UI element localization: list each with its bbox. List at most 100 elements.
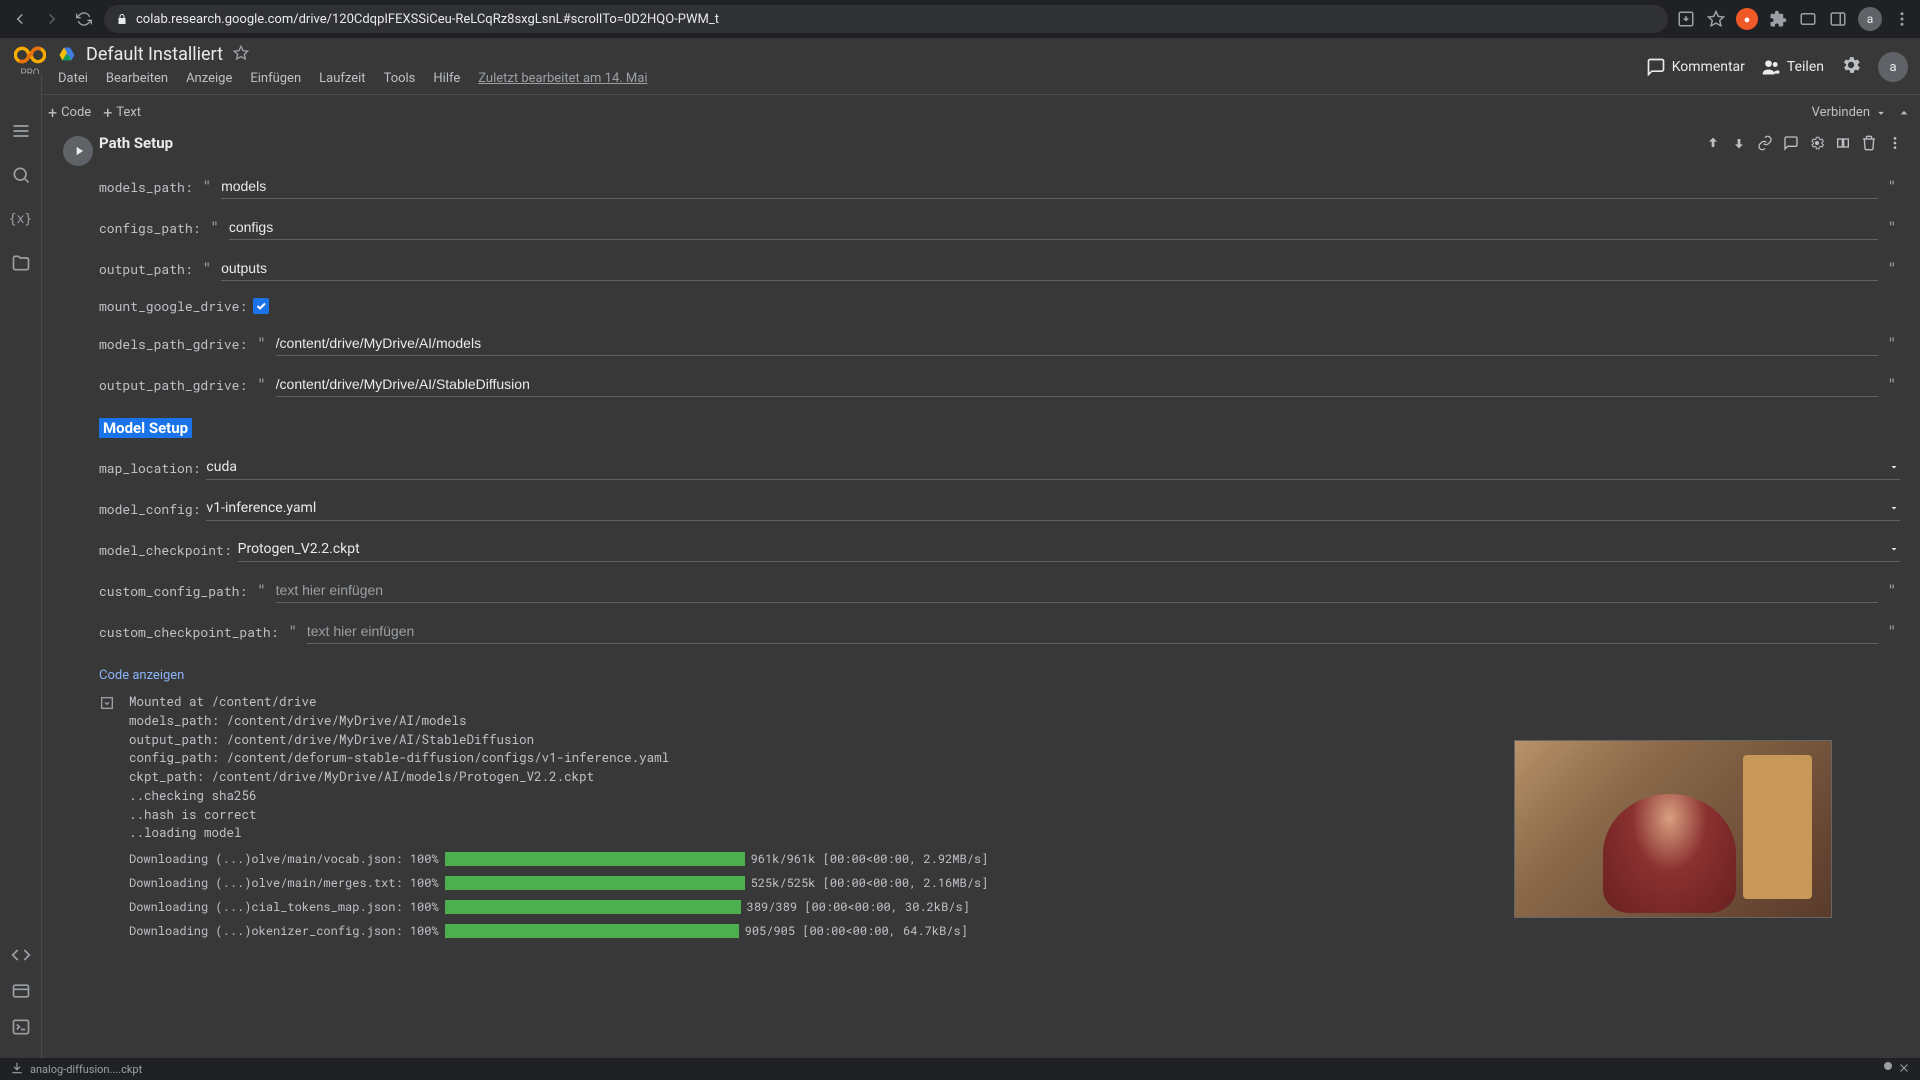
people-icon — [1761, 57, 1781, 77]
status-bar: analog-diffusion....ckpt — [0, 1058, 1920, 1080]
model-config-select[interactable]: v1-inference.yaml — [206, 496, 1900, 521]
field-custom-checkpoint: custom_checkpoint_path: " " — [99, 611, 1900, 652]
output-collapse-icon[interactable] — [99, 695, 115, 715]
download-file-name[interactable]: analog-diffusion....ckpt — [30, 1063, 142, 1076]
add-code-button[interactable]: +Code — [48, 103, 91, 122]
download-progress-bar — [445, 900, 741, 914]
more-icon[interactable] — [1886, 134, 1904, 152]
comment-button[interactable]: Kommentar — [1646, 57, 1745, 77]
chevron-down-icon — [1888, 461, 1900, 473]
download-info: 961k/961k [00:00<00:00, 2.92MB/s] — [751, 851, 989, 867]
share-label: Teilen — [1787, 59, 1824, 75]
cell-toolbar — [1704, 134, 1904, 152]
mirror-icon[interactable] — [1834, 134, 1852, 152]
run-cell-button[interactable] — [63, 136, 93, 166]
menu-tools[interactable]: Tools — [384, 71, 416, 86]
browser-url-bar[interactable]: colab.research.google.com/drive/120CdqpI… — [104, 5, 1668, 33]
field-models-path-gdrive: models_path_gdrive: " " — [99, 323, 1900, 364]
menu-edit[interactable]: Bearbeiten — [106, 71, 168, 86]
add-text-button[interactable]: +Text — [103, 103, 141, 122]
user-avatar[interactable]: a — [1878, 52, 1908, 82]
download-info: 905/905 [00:00<00:00, 64.7kB/s] — [745, 923, 968, 939]
menu-insert[interactable]: Einfügen — [250, 71, 301, 86]
command-palette-icon[interactable] — [10, 980, 32, 1002]
field-custom-config: custom_config_path: " " — [99, 570, 1900, 611]
browser-back-button[interactable] — [8, 7, 32, 31]
field-model-checkpoint: model_checkpoint: Protogen_V2.2.ckpt — [99, 529, 1900, 570]
tab-icon[interactable] — [1798, 9, 1818, 29]
browser-bar: colab.research.google.com/drive/120CdqpI… — [0, 0, 1920, 38]
field-output-path: output_path: " " — [99, 248, 1900, 289]
sidepanel-icon[interactable] — [1828, 9, 1848, 29]
install-icon[interactable] — [1676, 9, 1696, 29]
output-line: Mounted at /content/drive — [129, 693, 1920, 712]
code-snippets-icon[interactable] — [10, 944, 32, 966]
configs-path-input[interactable] — [229, 215, 1878, 240]
search-icon[interactable] — [10, 164, 32, 186]
browser-reload-button[interactable] — [72, 7, 96, 31]
download-label: Downloading (...)okenizer_config.json: 1… — [129, 923, 439, 939]
map-location-select[interactable]: cuda — [206, 455, 1900, 480]
menu-view[interactable]: Anzeige — [186, 71, 232, 86]
chevron-down-icon — [1888, 543, 1900, 555]
menu-help[interactable]: Hilfe — [433, 71, 460, 86]
bookmark-star-icon[interactable] — [1706, 9, 1726, 29]
comment-label: Kommentar — [1672, 59, 1745, 75]
status-dot — [1884, 1062, 1892, 1070]
models-path-label: models_path: — [99, 178, 193, 196]
output-line: models_path: /content/drive/MyDrive/AI/m… — [129, 712, 1920, 731]
output-path-gdrive-input[interactable] — [276, 372, 1878, 397]
models-path-input[interactable] — [221, 174, 1878, 199]
move-up-icon[interactable] — [1704, 134, 1722, 152]
download-icon — [10, 1061, 24, 1078]
output-path-input[interactable] — [221, 256, 1878, 281]
files-icon[interactable] — [10, 252, 32, 274]
browser-avatar[interactable]: a — [1858, 7, 1882, 31]
model-checkpoint-select[interactable]: Protogen_V2.2.ckpt — [238, 537, 1900, 562]
left-sidebar: {x} — [0, 74, 42, 1058]
models-path-gdrive-input[interactable] — [276, 331, 1878, 356]
last-edit-text[interactable]: Zuletzt bearbeitet am 14. Mai — [478, 71, 647, 86]
settings-button[interactable] — [1840, 54, 1862, 80]
download-progress-bar — [445, 876, 745, 890]
custom-checkpoint-input[interactable] — [307, 619, 1878, 644]
document-title[interactable]: Default Installiert — [86, 44, 223, 65]
share-button[interactable]: Teilen — [1761, 57, 1824, 77]
output-path-gdrive-label: output_path_gdrive: — [99, 376, 247, 394]
connect-button[interactable]: Verbinden — [1812, 105, 1888, 120]
variables-icon[interactable]: {x} — [10, 208, 32, 230]
configs-path-label: configs_path: — [99, 219, 200, 237]
browser-url-text: colab.research.google.com/drive/120CdqpI… — [136, 12, 719, 27]
download-progress-row: Downloading (...)okenizer_config.json: 1… — [129, 923, 1920, 939]
chevron-down-icon — [1874, 106, 1888, 120]
browser-forward-button[interactable] — [40, 7, 64, 31]
toolbar: +Code +Text Verbinden — [0, 95, 1920, 131]
field-model-config: model_config: v1-inference.yaml — [99, 488, 1900, 529]
status-close-button[interactable] — [1898, 1062, 1910, 1077]
delete-icon[interactable] — [1860, 134, 1878, 152]
move-down-icon[interactable] — [1730, 134, 1748, 152]
model-checkpoint-label: model_checkpoint: — [99, 541, 232, 559]
star-icon[interactable] — [233, 45, 249, 65]
add-comment-icon[interactable] — [1782, 134, 1800, 152]
menu-runtime[interactable]: Laufzeit — [319, 71, 365, 86]
download-info: 389/389 [00:00<00:00, 30.2kB/s] — [747, 899, 970, 915]
show-code-link[interactable]: Code anzeigen — [99, 668, 1900, 683]
menu-file[interactable]: Datei — [58, 71, 88, 86]
field-output-path-gdrive: output_path_gdrive: " " — [99, 364, 1900, 405]
download-progress-bar — [445, 852, 745, 866]
main-content: Path Setup models_path: " " configs_path… — [42, 128, 1920, 1058]
toc-icon[interactable] — [10, 120, 32, 142]
download-progress-bar — [445, 924, 739, 938]
extension-orange-icon[interactable]: ● — [1736, 8, 1758, 30]
browser-menu-icon[interactable] — [1892, 9, 1912, 29]
toolbar-toggle-button[interactable] — [1896, 105, 1912, 121]
link-icon[interactable] — [1756, 134, 1774, 152]
mount-gdrive-checkbox[interactable] — [253, 298, 269, 314]
custom-config-input[interactable] — [276, 578, 1878, 603]
cell-settings-icon[interactable] — [1808, 134, 1826, 152]
extensions-icon[interactable] — [1768, 9, 1788, 29]
terminal-icon[interactable] — [10, 1016, 32, 1038]
custom-config-label: custom_config_path: — [99, 582, 247, 600]
field-configs-path: configs_path: " " — [99, 207, 1900, 248]
